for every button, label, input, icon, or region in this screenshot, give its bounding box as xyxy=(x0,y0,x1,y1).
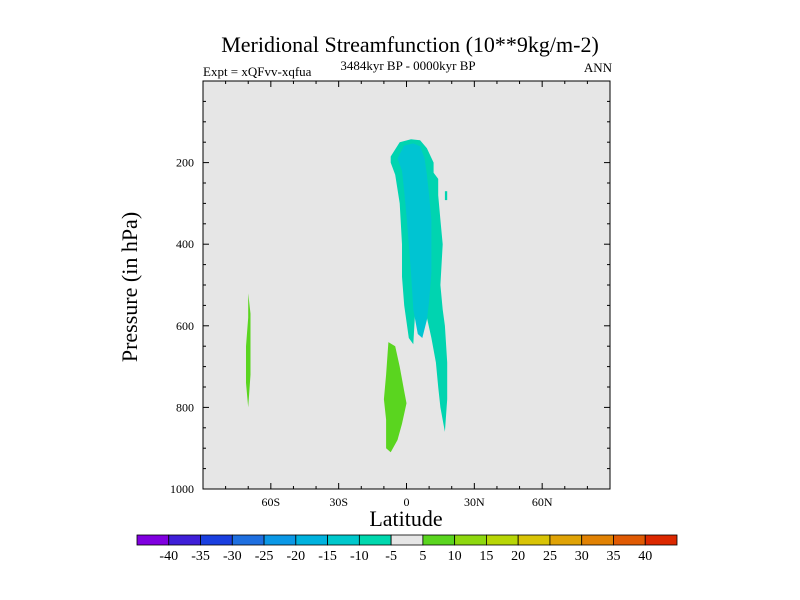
x-tick-label: 60S xyxy=(261,495,280,509)
colorbar-label: 35 xyxy=(606,549,620,564)
northern-small-fleck xyxy=(444,191,448,201)
x-tick-label: 30N xyxy=(464,495,485,509)
southern-subtropical-positive-cell xyxy=(383,342,407,453)
colorbar-swatch xyxy=(454,534,487,546)
colorbar-label: 10 xyxy=(448,549,462,564)
colorbar-swatch xyxy=(390,534,424,546)
colorbar-label: -15 xyxy=(318,549,337,564)
colorbar-swatch xyxy=(358,534,392,546)
colorbar-label: 30 xyxy=(575,549,589,564)
y-axis-label: Pressure (in hPa) xyxy=(117,212,142,362)
colorbar-label: -5 xyxy=(385,549,397,564)
colorbar-swatch xyxy=(327,534,360,546)
colorbar-swatch xyxy=(263,534,297,546)
colorbar-label: 40 xyxy=(638,549,652,564)
chart-title: Meridional Streamfunction (10**9kg/m-2) xyxy=(221,32,599,57)
colorbar-label: -20 xyxy=(286,549,305,564)
y-tick-label: 400 xyxy=(176,237,194,251)
colorbar-label: 5 xyxy=(419,549,426,564)
x-tick-label: 60N xyxy=(532,495,553,509)
colorbar-label: -25 xyxy=(255,549,274,564)
subtitle-left: Expt = xQFvv-xqfua xyxy=(203,64,312,79)
subtitle-center: 3484kyr BP - 0000kyr BP xyxy=(340,58,475,73)
y-axis: 200 400 600 800 1000 xyxy=(170,80,610,496)
colorbar-label: 20 xyxy=(511,549,525,564)
high-latitude-positive-sliver xyxy=(246,293,251,408)
x-axis-label: Latitude xyxy=(369,506,442,531)
y-tick-label: 1000 xyxy=(170,482,194,496)
colorbar-label: 15 xyxy=(479,549,493,564)
tropical-upper-cell-inner xyxy=(397,143,432,338)
colorbar-label: -30 xyxy=(223,549,242,564)
colorbar-swatch xyxy=(200,534,233,546)
colorbar-label: 25 xyxy=(543,549,557,564)
colorbar-swatch xyxy=(581,534,614,546)
subtitle-right: ANN xyxy=(584,60,613,75)
x-tick-label: 0 xyxy=(404,495,410,509)
colorbar-swatch xyxy=(231,534,265,546)
contour-regions xyxy=(246,139,448,453)
y-tick-label: 800 xyxy=(176,400,194,414)
colorbar-swatch xyxy=(549,534,583,546)
colorbar-swatch xyxy=(644,534,678,546)
colorbar-swatch xyxy=(168,534,201,546)
colorbar: -40 -35 -30 -25 -20 -15 -10 -5 5 10 15 20 25 30 35 40 xyxy=(136,534,678,564)
colorbar-swatch xyxy=(136,534,170,546)
colorbar-swatch xyxy=(295,534,328,546)
colorbar-label: -35 xyxy=(191,549,210,564)
x-tick-label: 30S xyxy=(329,495,348,509)
x-axis: 60S 30S 0 30N 60N xyxy=(202,81,611,509)
colorbar-label: -40 xyxy=(159,549,178,564)
y-tick-label: 600 xyxy=(176,319,194,333)
colorbar-label: -10 xyxy=(350,549,369,564)
colorbar-swatch xyxy=(613,534,646,546)
colorbar-swatch xyxy=(422,534,456,546)
y-tick-label: 200 xyxy=(176,156,194,170)
colorbar-swatch xyxy=(517,534,551,546)
colorbar-swatch xyxy=(486,534,519,546)
